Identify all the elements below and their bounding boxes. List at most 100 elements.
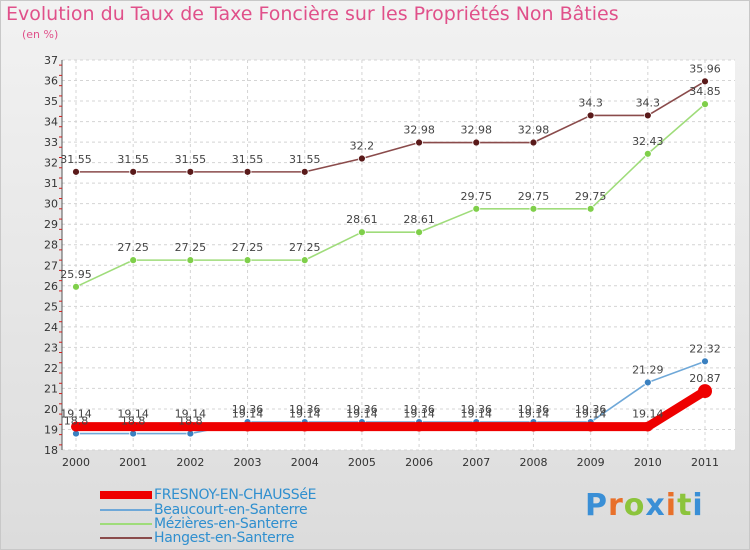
series-point-3 bbox=[186, 167, 195, 176]
legend-label-beaucourt: Beaucourt-en-Santerre bbox=[154, 501, 308, 518]
series-point-3 bbox=[129, 167, 138, 176]
series-point-0 bbox=[185, 421, 196, 432]
data-label-0: 19.14 bbox=[117, 408, 149, 421]
legend-swatch-fresnoy bbox=[100, 490, 152, 499]
data-label-1: 19.36 bbox=[518, 403, 550, 416]
logo-letter: r bbox=[608, 488, 624, 523]
data-label-1: 18.8 bbox=[178, 415, 203, 428]
series-point-3 bbox=[243, 167, 252, 176]
series-point-3 bbox=[415, 138, 423, 147]
y-tick-label: 31 bbox=[44, 177, 58, 190]
series-point-3 bbox=[358, 154, 366, 163]
data-label-1: 21.29 bbox=[632, 363, 664, 376]
data-label-3: 31.55 bbox=[232, 153, 264, 166]
series-point-3 bbox=[472, 138, 481, 147]
series-point-0 bbox=[242, 421, 253, 432]
legend-label-hangest: Hangest-en-Santerre bbox=[154, 529, 295, 546]
data-label-3: 32.98 bbox=[461, 124, 493, 137]
data-label-3: 34.3 bbox=[578, 96, 603, 109]
data-label-1: 18.8 bbox=[64, 415, 89, 428]
series-point-0 bbox=[642, 421, 653, 432]
logo-letter: t bbox=[677, 488, 693, 523]
logo-letter: x bbox=[645, 488, 666, 523]
x-tick-label: 2006 bbox=[405, 456, 433, 469]
data-label-1: 19.36 bbox=[346, 403, 378, 416]
series-point-0 bbox=[471, 421, 482, 432]
proxiti-logo: Proxiti bbox=[585, 488, 704, 523]
x-tick-label: 2005 bbox=[348, 456, 376, 469]
series-point-2 bbox=[358, 228, 366, 237]
series-point-2 bbox=[701, 100, 709, 109]
series-point-0 bbox=[128, 421, 139, 432]
x-tick-label: 2001 bbox=[119, 456, 147, 469]
series-point-2 bbox=[415, 228, 423, 237]
data-label-1: 19.36 bbox=[289, 403, 321, 416]
data-label-1: 18.8 bbox=[121, 415, 146, 428]
data-label-2: 29.75 bbox=[461, 190, 493, 203]
series-point-3 bbox=[643, 111, 652, 120]
data-label-1: 19.36 bbox=[232, 403, 264, 416]
legend-swatch-beaucourt bbox=[100, 508, 152, 511]
series-point-2 bbox=[300, 256, 309, 265]
data-label-0: 19.14 bbox=[403, 408, 435, 421]
logo-letter: P bbox=[585, 488, 608, 523]
data-label-3: 35.96 bbox=[689, 62, 721, 75]
data-label-2: 27.25 bbox=[289, 241, 321, 254]
logo-letter: o bbox=[623, 488, 646, 523]
data-label-3: 32.98 bbox=[518, 124, 550, 137]
data-label-3: 32.2 bbox=[350, 140, 375, 153]
legend-label-mezieres: Mézières-en-Santerre bbox=[154, 515, 298, 532]
data-label-2: 25.95 bbox=[60, 268, 92, 281]
series-line-3 bbox=[75, 80, 706, 173]
data-label-2: 32.43 bbox=[632, 135, 664, 148]
legend-item-beaucourt: Beaucourt-en-Santerre bbox=[100, 501, 308, 518]
series-point-0 bbox=[528, 421, 539, 432]
x-tick-label: 2009 bbox=[577, 456, 605, 469]
x-tick-label: 2011 bbox=[691, 456, 719, 469]
legend-label-fresnoy: FRESNOY-EN-CHAUSSéE bbox=[154, 486, 317, 503]
plot-area bbox=[62, 60, 735, 450]
data-label-2: 28.61 bbox=[403, 213, 435, 226]
chart-title: Evolution du Taux de Taxe Foncière sur l… bbox=[6, 3, 619, 25]
series-point-3 bbox=[72, 167, 80, 176]
data-label-2: 29.75 bbox=[575, 190, 607, 203]
logo-letter: i bbox=[692, 488, 704, 523]
data-label-0: 19.14 bbox=[232, 408, 264, 421]
data-label-1: 22.32 bbox=[689, 342, 721, 355]
series-point-2 bbox=[529, 204, 538, 213]
y-tick-label: 22 bbox=[44, 362, 58, 375]
y-tick-label: 20 bbox=[44, 403, 58, 416]
series-point-0 bbox=[585, 421, 596, 432]
y-tick-label: 28 bbox=[44, 239, 58, 252]
series-point-2 bbox=[586, 204, 595, 213]
data-label-2: 28.61 bbox=[346, 213, 378, 226]
series-point-0 bbox=[299, 421, 310, 432]
y-tick-label: 24 bbox=[44, 321, 58, 334]
data-label-1: 19.36 bbox=[403, 403, 435, 416]
series-point-0 bbox=[414, 421, 425, 432]
logo-letter: i bbox=[665, 488, 678, 523]
x-tick-label: 2008 bbox=[519, 456, 547, 469]
series-point-0 bbox=[698, 384, 712, 399]
series-point-2 bbox=[243, 256, 252, 265]
data-label-3: 34.3 bbox=[636, 96, 661, 109]
y-tick-label: 37 bbox=[44, 54, 58, 67]
data-label-0: 20.87 bbox=[689, 372, 721, 385]
series-line-2 bbox=[75, 103, 706, 288]
series-point-3 bbox=[529, 138, 538, 147]
data-label-0: 19.14 bbox=[289, 408, 321, 421]
data-label-2: 27.25 bbox=[175, 241, 207, 254]
y-tick-label: 26 bbox=[44, 280, 58, 293]
series-point-1 bbox=[643, 378, 652, 387]
data-label-3: 31.55 bbox=[289, 153, 321, 166]
data-label-0: 19.14 bbox=[518, 408, 550, 421]
data-label-0: 19.14 bbox=[461, 408, 493, 421]
series-point-2 bbox=[186, 256, 195, 265]
legend-item-fresnoy: FRESNOY-EN-CHAUSSéE bbox=[100, 486, 317, 503]
series-point-0 bbox=[356, 421, 367, 432]
x-tick-label: 2002 bbox=[176, 456, 204, 469]
y-tick-label: 30 bbox=[44, 198, 58, 211]
y-tick-label: 27 bbox=[44, 259, 58, 272]
y-tick-label: 29 bbox=[44, 218, 58, 231]
y-tick-label: 18 bbox=[44, 444, 58, 457]
